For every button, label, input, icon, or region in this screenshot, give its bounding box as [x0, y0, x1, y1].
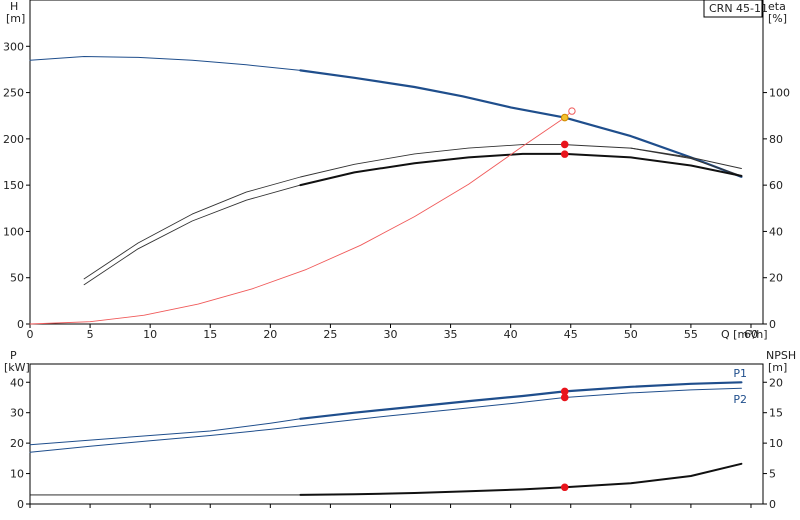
top-y2-tick-label: 80 [769, 133, 783, 146]
top-y-tick-label: 100 [3, 225, 24, 238]
bottom-plot-frame [29, 363, 764, 505]
top-right-axis-label: eta [768, 0, 786, 13]
bottom-y2-tick-label: 15 [769, 407, 783, 420]
series-label-p2: P2 [733, 393, 747, 406]
power-npsh-panel: P [kW] NPSH [m] 0 10 20 30 40 0 5 10 15 20 P1 P2 [4, 349, 796, 511]
top-right-axis-unit: [%] [768, 12, 787, 25]
bottom-y-tick-label: 40 [10, 376, 24, 389]
bottom-curve-4 [299, 462, 743, 496]
bottom-y-tick-label: 20 [10, 437, 24, 450]
bottom-curves [29, 381, 743, 496]
bottom-curve-2 [29, 387, 742, 453]
top-left-axis-label: H [10, 0, 18, 13]
top-curves [29, 56, 743, 325]
top-curve-7 [29, 117, 566, 325]
pump-model-title: CRN 45-11 [709, 2, 768, 15]
bottom-y2-tick-label: 10 [769, 437, 783, 450]
top-right-axis-ticks: 0 20 40 60 80 100 [763, 87, 790, 331]
bottom-x-axis-ticks [29, 504, 752, 508]
top-plot-frame [29, 0, 764, 325]
pump-model-box [703, 0, 763, 18]
top-y2-tick-label: 0 [769, 318, 776, 331]
top-left-axis-ticks: 0 50 100 150 200 250 300 [3, 40, 30, 331]
top-y-tick-label: 0 [17, 318, 24, 331]
bottom-right-axis-ticks: 0 5 10 15 20 [763, 376, 783, 511]
bottom-y-tick-label: 10 [10, 468, 24, 481]
top-curve-6 [299, 152, 743, 187]
x-tick-label: 15 [203, 328, 217, 341]
top-y-tick-label: 150 [3, 179, 24, 192]
top-y-tick-label: 50 [10, 272, 24, 285]
bottom-y-tick-label: 30 [10, 407, 24, 420]
top-curve-0 [29, 56, 301, 71]
top-y-tick-label: 250 [3, 87, 24, 100]
top-duty-point-marker [560, 150, 569, 158]
top-curve-4 [564, 144, 742, 177]
top-duty-point-marker [560, 113, 569, 122]
x-tick-label: 25 [323, 328, 337, 341]
bottom-duty-point-marker [560, 393, 569, 402]
bottom-right-axis-unit: [m] [768, 361, 787, 374]
top-y-tick-label: 200 [3, 133, 24, 146]
x-tick-label: 10 [143, 328, 157, 341]
top-y2-tick-label: 60 [769, 179, 783, 192]
top-curve-3 [83, 144, 566, 280]
bottom-y2-tick-label: 5 [769, 468, 776, 481]
x-tick-label: 35 [444, 328, 458, 341]
bottom-duty-point-marker [560, 483, 569, 492]
x-tick-label: 45 [564, 328, 578, 341]
x-tick-label: 20 [263, 328, 277, 341]
top-y-tick-label: 300 [3, 40, 24, 53]
bottom-left-axis-unit: [kW] [4, 361, 30, 374]
x-tick-label: 0 [27, 328, 34, 341]
top-duty-markers [560, 107, 576, 158]
bottom-curve-0 [29, 418, 301, 446]
x-tick-label: 50 [624, 328, 638, 341]
top-y2-tick-label: 40 [769, 225, 783, 238]
bottom-y-tick-label: 0 [17, 498, 24, 511]
x-tick-label: 5 [87, 328, 94, 341]
top-duty-point-marker [560, 140, 569, 149]
top-y2-tick-label: 20 [769, 272, 783, 285]
x-axis-label: Q [m³/h] [721, 328, 768, 341]
top-x-axis-ticks: 0 5 10 15 20 25 30 35 40 45 50 55 60 [27, 324, 758, 341]
top-y2-tick-label: 100 [769, 87, 790, 100]
bottom-right-axis-label: NPSH [766, 349, 796, 362]
bottom-y2-tick-label: 0 [769, 498, 776, 511]
bottom-y2-tick-label: 20 [769, 376, 783, 389]
x-tick-label: 30 [383, 328, 397, 341]
bottom-left-axis-label: P [10, 349, 17, 362]
top-curve-5 [83, 184, 301, 286]
bottom-curve-1 [299, 381, 743, 420]
x-tick-label: 60 [744, 328, 758, 341]
top-left-axis-unit: [m] [6, 12, 25, 25]
x-tick-label: 40 [504, 328, 518, 341]
series-label-p1: P1 [733, 367, 747, 380]
head-efficiency-panel: H [m] eta [%] CRN 45-11 Q [m³/h] 0 5 10 15 2… [3, 0, 790, 341]
x-tick-label: 55 [684, 328, 698, 341]
top-curve-1 [299, 69, 743, 178]
bottom-series-labels: P1 P2 [733, 367, 747, 406]
bottom-left-axis-ticks: 0 10 20 30 40 [10, 376, 30, 511]
top-duty-point-marker [568, 107, 576, 115]
bottom-duty-markers [560, 387, 569, 492]
